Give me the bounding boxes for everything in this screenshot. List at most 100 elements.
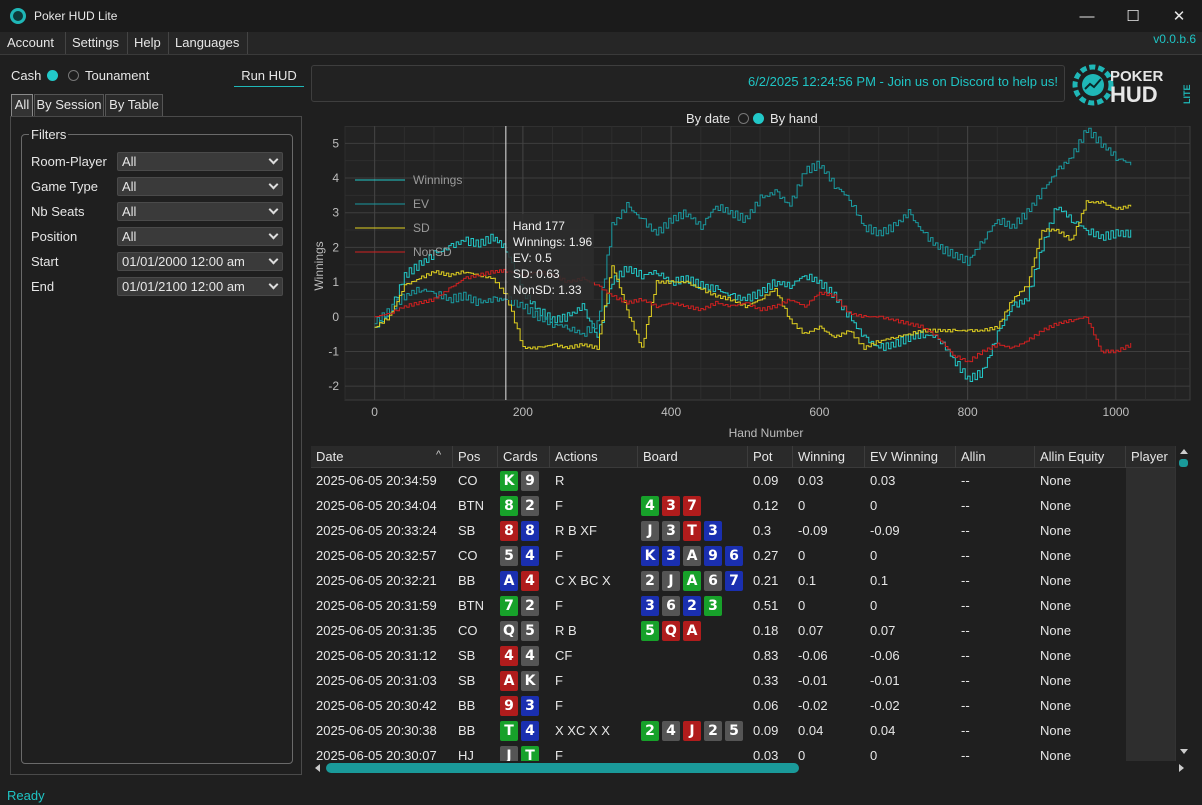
minimize-button[interactable]: — [1064,0,1110,32]
cell-allin: -- [961,748,970,761]
playing-card: 4 [641,496,659,516]
by-date-radio[interactable] [738,113,749,124]
menu-help[interactable]: Help [134,35,161,50]
playing-card: 4 [662,721,680,741]
table-row[interactable]: 2025-06-05 20:31:12 SB CF 0.83 -0.06 -0.06 -- N… [311,643,1191,668]
filter-select[interactable]: All [117,202,283,221]
vertical-scroll-thumb[interactable] [1179,459,1188,467]
tab-all[interactable]: All [11,94,33,116]
close-button[interactable]: ✕ [1156,0,1202,32]
filter-select[interactable]: 01/01/2100 12:00 am [117,277,283,296]
y-tick-label: 3 [332,206,339,220]
filter-select[interactable]: All [117,227,283,246]
cash-label[interactable]: Cash [11,68,42,83]
column-header-winning[interactable]: Winning [793,446,865,468]
tab-by-session[interactable]: By Session [34,94,104,116]
cash-radio[interactable] [47,70,58,81]
cell-ev: -0.09 [870,523,900,538]
title-bar: Poker HUD Lite — ☐ ✕ [0,0,1202,32]
filter-label: Start [31,254,59,269]
cell-eq: None [1040,623,1072,638]
playing-card: A [683,571,701,591]
filter-label: End [31,279,55,294]
menu-account[interactable]: Account [7,35,54,50]
scroll-up-icon[interactable] [1180,449,1188,454]
x-tick-label: 800 [958,405,978,419]
playing-card: Q [500,621,518,641]
column-header-player[interactable]: Player [1126,446,1191,468]
by-hand-radio[interactable] [753,113,764,124]
column-header-cards[interactable]: Cards [498,446,550,468]
cell-pot: 0.27 [753,548,779,563]
horizontal-scroll-thumb[interactable] [326,763,799,773]
column-header-pos[interactable]: Pos [453,446,498,468]
menu-separator [65,32,66,54]
table-row[interactable]: 2025-06-05 20:34:04 BTN F 0.12 0 0 -- None 8 2 4 3 7 [311,493,1191,518]
tournament-label[interactable]: Tounament [85,68,150,83]
playing-card: 4 [521,571,539,591]
table-row[interactable]: 2025-06-05 20:30:38 BB X XC X X 0.09 0.04 0.0… [311,718,1191,743]
table-row[interactable]: 2025-06-05 20:33:24 SB R B XF 0.3 -0.09 -0.09… [311,518,1191,543]
table-row[interactable]: 2025-06-05 20:30:07 HJ F 0.03 0 0 -- None J T [311,743,1191,761]
playing-card: K [500,471,518,491]
cell-actions: F [555,698,563,713]
filters-title: Filters [29,127,69,142]
playing-card: J [662,571,680,591]
table-row[interactable]: 2025-06-05 20:31:35 CO R B 0.18 0.07 0.07 -- No… [311,618,1191,643]
horizontal-scrollbar[interactable] [311,761,1191,775]
column-header-actions[interactable]: Actions [550,446,638,468]
column-header-ev-winning[interactable]: EV Winning [865,446,956,468]
menu-languages[interactable]: Languages [175,35,240,50]
cell-allin: -- [961,548,970,563]
playing-card: 5 [641,621,659,641]
cell-pos: BB [458,723,476,738]
legend-label: EV [413,197,429,211]
table-row[interactable]: 2025-06-05 20:32:21 BB C X BC X 0.21 0.1 0.1 -… [311,568,1191,593]
cell-ev: 0.07 [870,623,896,638]
cell-eq: None [1040,598,1072,613]
playing-card: 4 [500,646,518,666]
run-hud-button[interactable]: Run HUD [234,66,304,87]
column-header-date[interactable]: Date [311,446,453,468]
vertical-scrollbar[interactable] [1175,446,1191,761]
filter-select[interactable]: All [117,177,283,196]
series-line-ev [374,127,1132,337]
menu-settings[interactable]: Settings [72,35,119,50]
logo-side-text: LITE [1182,85,1192,105]
filter-select[interactable]: 01/01/2000 12:00 am [117,252,283,271]
maximize-button[interactable]: ☐ [1110,0,1156,32]
cell-win: 0.04 [798,723,824,738]
column-header-board[interactable]: Board [638,446,748,468]
cell-ev: 0 [870,748,878,761]
filter-select[interactable]: All [117,152,283,171]
column-header-pot[interactable]: Pot [748,446,793,468]
table-row[interactable]: 2025-06-05 20:31:03 SB F 0.33 -0.01 -0.01 -- No… [311,668,1191,693]
cell-pot: 0.33 [753,673,779,688]
cell-allin: -- [961,573,970,588]
by-date-label[interactable]: By date [686,111,731,126]
cell-eq: None [1040,473,1072,488]
scroll-down-icon[interactable] [1180,749,1188,754]
playing-card: A [683,621,701,641]
table-row[interactable]: 2025-06-05 20:31:59 BTN F 0.51 0 0 -- None 7 2 3 6 2… [311,593,1191,618]
playing-card: K [521,671,539,691]
tab-by-table[interactable]: By Table [105,94,163,116]
cell-win: 0 [798,748,806,761]
table-header: Date Pos Cards Actions Board Pot Winning EV Win… [311,446,1191,468]
scroll-right-icon[interactable] [1179,764,1184,772]
by-hand-label[interactable]: By hand [770,111,818,126]
table-row[interactable]: 2025-06-05 20:34:59 CO R 0.09 0.03 0.03 -- None… [311,468,1191,493]
table-row[interactable]: 2025-06-05 20:32:57 CO F 0.27 0 0 -- None 5 4 K 3 A 9… [311,543,1191,568]
cell-actions: F [555,748,563,761]
column-header-allin[interactable]: Allin [956,446,1035,468]
column-header-allin-equity[interactable]: Allin Equity [1035,446,1126,468]
tournament-radio[interactable] [68,70,79,81]
table-row[interactable]: 2025-06-05 20:30:42 BB F 0.06 -0.02 -0.02 -- No… [311,693,1191,718]
cell-actions: R B XF [555,523,597,538]
cell-pot: 0.3 [753,523,772,538]
scroll-left-icon[interactable] [315,764,320,772]
legend-label: NonSD [413,245,452,259]
cell-date: 2025-06-05 20:31:12 [316,648,437,663]
cell-win: 0 [798,498,806,513]
menu-bar: Account Settings Help Languages [0,32,1202,55]
